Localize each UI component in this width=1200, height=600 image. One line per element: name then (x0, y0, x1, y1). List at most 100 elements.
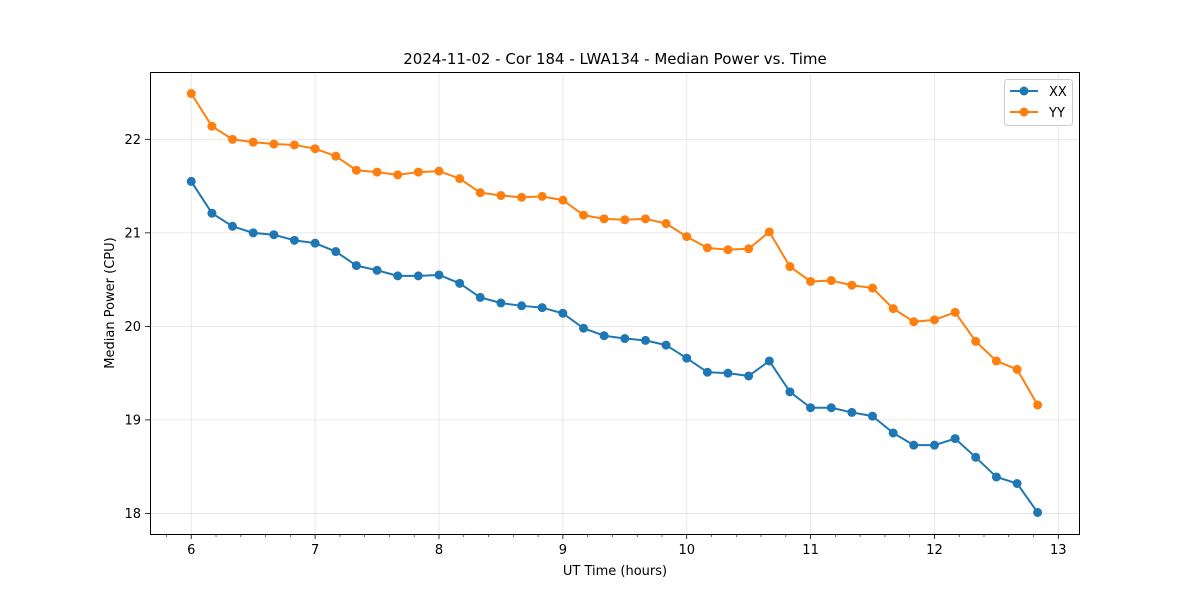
data-point-yy (826, 276, 836, 286)
y-tick-label: 18 (124, 507, 141, 522)
data-point-yy (186, 89, 196, 99)
data-point-yy (950, 307, 960, 317)
legend-marker-yy (1019, 107, 1029, 117)
data-point-xx (579, 323, 589, 333)
chart-title: 2024-11-02 - Cor 184 - LWA134 - Median P… (403, 50, 827, 68)
data-point-xx (351, 261, 361, 271)
data-point-xx (1012, 479, 1022, 488)
data-point-yy (475, 188, 485, 198)
data-point-xx (475, 292, 485, 302)
data-point-yy (393, 170, 403, 180)
data-point-xx (186, 176, 196, 186)
data-point-xx (207, 208, 217, 218)
data-point-xx (496, 298, 506, 308)
data-point-yy (248, 137, 258, 147)
data-point-yy (331, 151, 341, 161)
data-point-yy (413, 167, 423, 177)
data-point-yy (929, 315, 939, 325)
legend: XX YY (1004, 79, 1073, 126)
legend-marker-xx (1019, 86, 1029, 96)
data-point-yy (372, 167, 382, 177)
data-point-yy (310, 144, 320, 154)
data-point-yy (455, 174, 465, 184)
data-point-xx (248, 228, 258, 238)
data-point-yy (558, 195, 568, 205)
data-point-xx (826, 403, 836, 413)
legend-label-xx: XX (1049, 85, 1067, 100)
data-point-yy (764, 227, 774, 237)
data-point-yy (579, 210, 589, 220)
data-point-yy (289, 140, 299, 150)
y-tick-label: 22 (124, 133, 141, 148)
data-point-yy (868, 283, 878, 293)
data-point-xx (413, 271, 423, 281)
data-point-xx (764, 356, 774, 366)
x-axis-label: UT Time (hours) (563, 564, 667, 579)
grid (150, 72, 1079, 534)
data-point-yy (682, 232, 692, 242)
data-point-xx (537, 303, 547, 313)
data-point-xx (599, 331, 609, 341)
data-point-yy (599, 214, 609, 224)
data-point-xx (785, 387, 795, 397)
data-point-xx (1033, 507, 1043, 517)
data-point-yy (991, 356, 1001, 366)
data-point-xx (991, 472, 1001, 482)
plot-frame (150, 72, 1080, 535)
data-point-xx (310, 238, 320, 248)
y-tick-label: 19 (124, 413, 141, 428)
data-point-xx (517, 301, 527, 311)
x-tick-label: 10 (678, 543, 695, 558)
data-point-yy (971, 336, 981, 346)
data-point-xx (558, 308, 568, 318)
data-point-xx (971, 452, 981, 462)
data-point-xx (682, 353, 692, 363)
data-point-xx (868, 411, 878, 421)
x-tick-label: 11 (802, 543, 819, 558)
data-point-xx (723, 368, 733, 378)
legend-label-yy: YY (1048, 106, 1065, 121)
data-point-yy (537, 191, 547, 201)
x-tick-label: 6 (187, 543, 195, 558)
x-tick-label: 9 (559, 543, 567, 558)
data-point-xx (806, 403, 816, 413)
data-point-xx (434, 270, 444, 280)
data-point-yy (661, 219, 671, 229)
data-point-yy (269, 139, 279, 149)
data-point-xx (455, 278, 465, 288)
data-point-yy (785, 262, 795, 272)
data-point-xx (888, 428, 898, 438)
y-tick-label: 20 (124, 320, 141, 335)
data-point-xx (929, 440, 939, 450)
data-point-yy (888, 304, 898, 314)
data-point-xx (331, 247, 341, 257)
data-point-xx (909, 440, 919, 450)
data-point-yy (1033, 400, 1043, 410)
x-tick-label: 7 (311, 543, 319, 558)
data-point-yy (723, 245, 733, 255)
data-point-yy (640, 214, 650, 224)
data-point-xx (744, 371, 754, 381)
data-point-yy (517, 192, 527, 202)
y-tick-label: 21 (124, 226, 141, 241)
x-tick-label: 13 (1050, 543, 1067, 558)
series-layer (186, 89, 1043, 517)
data-point-yy (620, 215, 630, 225)
data-point-xx (640, 335, 650, 345)
data-point-xx (702, 367, 712, 377)
data-point-xx (661, 340, 671, 350)
data-point-yy (434, 166, 444, 176)
y-axis-label: Median Power (CPU) (103, 237, 118, 368)
x-tick-label: 12 (926, 543, 943, 558)
data-point-xx (950, 434, 960, 444)
data-point-yy (702, 243, 712, 253)
data-point-xx (228, 221, 237, 231)
data-point-xx (289, 235, 299, 245)
data-point-yy (228, 134, 237, 144)
data-point-yy (847, 280, 857, 290)
axis-ticks: 6 7 8 9 10 11 12 13 18 19 20 21 22 (124, 133, 1066, 558)
data-point-xx (269, 230, 279, 240)
data-point-yy (909, 317, 919, 327)
data-point-yy (351, 165, 361, 175)
